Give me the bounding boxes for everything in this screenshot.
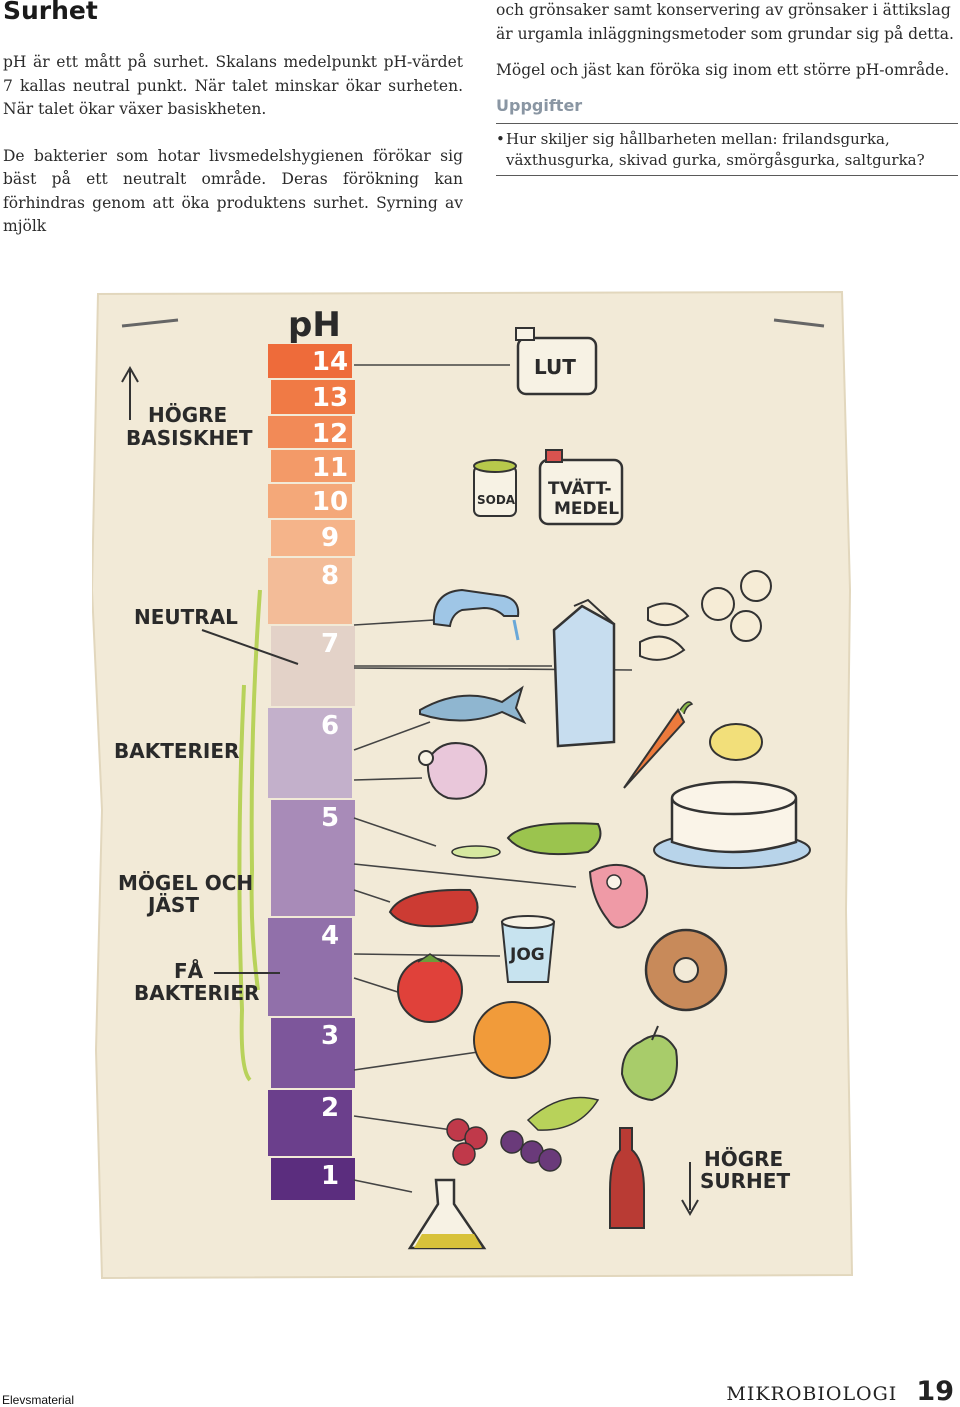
ph-level-label: 1 (321, 1161, 339, 1191)
ph-level-13 (271, 380, 355, 414)
flask-icon (407, 1178, 487, 1250)
ph-level-label: 7 (321, 629, 339, 659)
footer-source: Elevsmaterial (2, 1393, 75, 1407)
svg-text:SODA: SODA (477, 493, 516, 507)
ph-level-label: 13 (312, 383, 348, 413)
carrot-icon (623, 701, 694, 789)
chicken-icon (418, 742, 488, 800)
ph-level-6 (268, 708, 352, 798)
paragraph: och grönsaker samt konservering av gröns… (496, 1, 954, 43)
ph-level-label: 4 (321, 921, 339, 951)
cola-bottle-icon (609, 1127, 645, 1229)
svg-text:MÖGEL OCH: MÖGEL OCH (118, 871, 253, 895)
ph-level-label: 12 (312, 419, 348, 449)
paragraph: De bakterier som hotar livsmedelshygiene… (3, 146, 463, 236)
ph-level-1 (271, 1158, 355, 1200)
ph-level-label: 3 (321, 1021, 339, 1051)
svg-text:SURHET: SURHET (700, 1169, 790, 1193)
ph-level-label: 9 (321, 523, 339, 553)
lut-canister-icon: LUT (515, 327, 598, 396)
tasks-heading: Uppgifter (496, 95, 583, 115)
ph-level-label: 8 (321, 561, 339, 591)
sausage-icon (388, 888, 479, 928)
ph-level-11 (271, 450, 355, 482)
higher-acidity-label: HÖGRE SURHET (681, 1147, 790, 1217)
ph-level-14 (268, 344, 352, 378)
svg-text:BAKTERIER: BAKTERIER (134, 981, 259, 1005)
right-column: och grönsaker samt konservering av gröns… (496, 0, 958, 176)
mould-yeast-label: MÖGEL OCH JÄST (118, 871, 253, 917)
ph-level-8 (268, 558, 352, 624)
footer-subject: MIKROBIOLOGI (726, 1383, 898, 1405)
svg-text:JÄST: JÄST (146, 893, 199, 917)
ph-level-7 (271, 626, 355, 706)
meat-icon (588, 864, 648, 929)
svg-text:TVÄTT-: TVÄTT- (548, 477, 612, 499)
ph-level-label: 11 (312, 453, 348, 483)
svg-text:FÅ: FÅ (174, 959, 204, 983)
svg-text:MEDEL: MEDEL (554, 499, 619, 519)
page-number: 19 (916, 1376, 954, 1407)
ph-level-label: 5 (321, 803, 339, 833)
bacteria-label: BAKTERIER (114, 739, 239, 763)
ph-level-2 (268, 1090, 352, 1156)
ph-level-9 (271, 520, 355, 556)
pasta-icon (639, 570, 772, 661)
bacteria-bracket (249, 589, 262, 991)
milk-carton-icon (552, 598, 616, 748)
ph-level-10 (268, 484, 352, 518)
few-bacteria-label: FÅ BAKTERIER (134, 959, 280, 1005)
cake-icon (653, 780, 811, 869)
ph-scale-illustration: pH 14 13 12 11 10 9 8 7 6 5 4 3 2 1 HÖGRE BASISKHET N… (92, 290, 854, 1280)
ph-level-label: 2 (321, 1093, 339, 1123)
bread-ring-icon (644, 928, 728, 1012)
ph-bar: 14 13 12 11 10 9 8 7 6 5 4 3 2 1 (268, 344, 355, 1200)
ph-level-label: 6 (321, 711, 339, 741)
detergent-canister-icon: TVÄTT- MEDEL (538, 449, 624, 526)
berries-icon (446, 1118, 488, 1166)
ph-level-label: 14 (312, 347, 348, 377)
paragraph: Mögel och jäst kan föröka sig inom ett s… (496, 61, 950, 79)
yoghurt-cup-icon: JOG (500, 915, 556, 983)
mould-bracket (237, 684, 252, 1082)
svg-text:JOG: JOG (509, 945, 545, 965)
paragraph: pH är ett mått på surhet. Skalans medelp… (3, 53, 463, 118)
svg-text:HÖGRE: HÖGRE (148, 403, 227, 427)
soda-can-icon: SODA (473, 459, 517, 517)
page-title: Surhet (3, 0, 98, 25)
tomato-icon (397, 953, 463, 1023)
cucumber-icon (451, 822, 602, 859)
faucet-icon (432, 588, 520, 641)
neutral-label: NEUTRAL (134, 605, 238, 629)
footer-right: MIKROBIOLOGI 19 (726, 1376, 954, 1407)
divider (496, 175, 958, 176)
task-item: Hur skiljer sig hållbarheten mellan: fri… (496, 124, 958, 175)
left-column: pH är ett mått på surhet. Skalans medelp… (3, 51, 463, 262)
svg-text:BASISKHET: BASISKHET (126, 426, 253, 450)
ph-level-3 (271, 1018, 355, 1088)
orange-icon (473, 1001, 551, 1079)
fish-icon (419, 685, 527, 725)
higher-alkalinity-label: HÖGRE BASISKHET (121, 365, 253, 450)
grapes-icon (500, 1096, 600, 1172)
ph-level-12 (268, 416, 352, 448)
svg-text:HÖGRE: HÖGRE (704, 1147, 783, 1171)
apple-icon (620, 1025, 678, 1102)
ph-level-label: 10 (312, 487, 348, 517)
ph-level-4 (268, 918, 352, 1016)
ph-level-5 (271, 800, 355, 916)
svg-text:LUT: LUT (534, 355, 576, 379)
scale-title: pH (288, 305, 341, 345)
potato-icon (709, 723, 763, 761)
